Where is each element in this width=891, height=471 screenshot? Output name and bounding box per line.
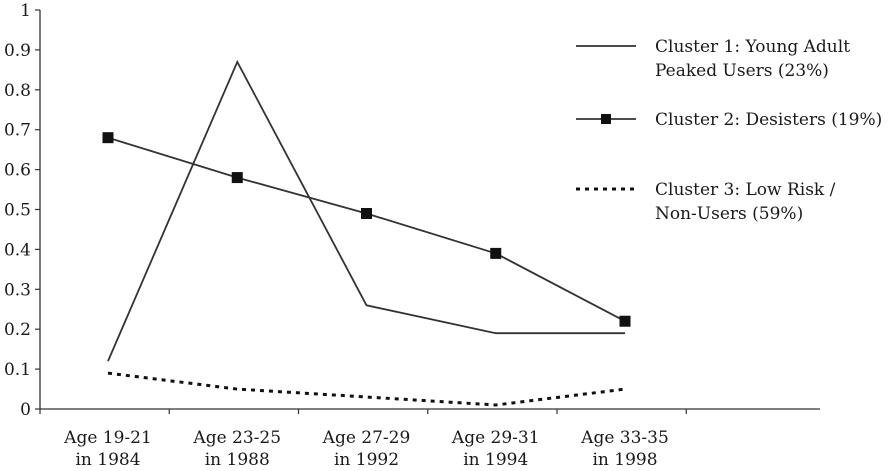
legend-marker-2: [601, 114, 611, 124]
series-2-marker: [490, 247, 502, 259]
series-2-marker: [231, 172, 243, 184]
y-tick-label: 0: [20, 400, 31, 420]
x-tick-label: Age 23-25 in 1988: [192, 428, 281, 470]
legend-label-2: Cluster 2: Desisters (19%): [655, 110, 882, 130]
y-tick-label: 0.7: [4, 121, 31, 141]
legend-label-1: Cluster 1: Young Adult Peaked Users (23%): [655, 37, 850, 81]
y-tick-label: 0.1: [4, 360, 31, 380]
series-line-3: [107, 371, 626, 407]
legend-label-3: Cluster 3: Low Risk / Non-Users (59%): [655, 180, 836, 224]
y-tick-label: 0.6: [4, 161, 31, 181]
x-tick-label: Age 27-29 in 1992: [322, 428, 411, 470]
series-2-marker: [619, 315, 631, 327]
y-tick-label: 0.3: [4, 280, 31, 300]
y-axis-ticks: 0 0.1 0.2 0.3 0.4 0.5 0.6 0.7 0.8 0.9 1: [4, 1, 40, 420]
y-tick-label: 0.5: [4, 201, 31, 221]
series-2-marker: [361, 207, 372, 219]
x-tick-label: Age 33-35 in 1998: [580, 428, 669, 470]
x-tick-label: Age 29-31 in 1994: [451, 428, 540, 470]
y-tick-label: 0.2: [4, 320, 31, 340]
series-group: [102, 59, 631, 407]
y-tick-label: 0.4: [4, 240, 31, 260]
x-tick-label: Age 19-21 in 1984: [63, 428, 152, 470]
series-2-marker: [102, 132, 114, 144]
series-line-1: [107, 59, 625, 362]
legend: Cluster 1: Young Adult Peaked Users (23%)…: [576, 37, 882, 224]
y-tick-label: 1: [20, 1, 31, 21]
y-tick-label: 0.8: [4, 81, 31, 101]
y-tick-label: 0.9: [4, 41, 31, 61]
x-axis-ticks: Age 19-21 in 1984 Age 23-25 in 1988 Age 27-2…: [39, 409, 687, 470]
series-line-2: [107, 136, 626, 322]
